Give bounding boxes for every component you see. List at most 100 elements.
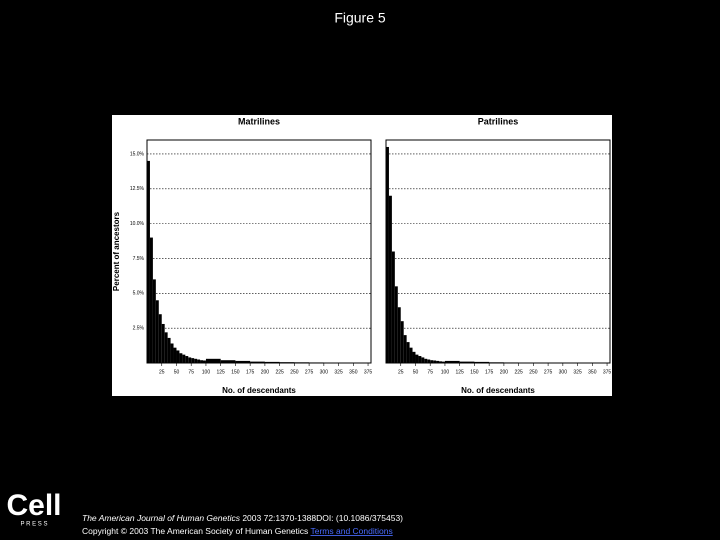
chart-title: Matrilines	[238, 116, 280, 126]
bar	[161, 323, 165, 363]
y-tick-label: 7.5%	[133, 256, 145, 262]
bar	[197, 359, 201, 363]
x-axis-label: No. of descendants	[222, 386, 296, 395]
bar	[147, 160, 150, 363]
bar	[391, 251, 395, 363]
bar	[194, 358, 198, 363]
bar	[164, 332, 168, 363]
x-tick-label: 300	[320, 369, 329, 375]
bar	[459, 361, 475, 363]
x-tick-label: 200	[500, 369, 509, 375]
bar	[188, 357, 192, 363]
bar	[439, 361, 442, 363]
y-tick-label: 5.0%	[133, 291, 145, 297]
x-tick-label: 325	[334, 369, 343, 375]
bar	[182, 354, 186, 363]
x-tick-label: 175	[485, 369, 494, 375]
y-tick-label: 12.5%	[130, 186, 145, 192]
bar	[406, 342, 410, 363]
x-tick-label: 200	[261, 369, 270, 375]
bar	[205, 358, 221, 363]
bar	[220, 360, 236, 363]
x-tick-label: 300	[559, 369, 568, 375]
bar	[309, 362, 324, 363]
copyright: Copyright © 2003 The American Society of…	[82, 526, 308, 536]
x-tick-label: 50	[413, 369, 419, 375]
bar	[430, 360, 434, 363]
bar	[444, 360, 460, 363]
bar	[421, 357, 425, 363]
bar	[412, 351, 416, 363]
bar	[418, 356, 422, 363]
x-tick-label: 350	[588, 369, 597, 375]
bar	[436, 360, 440, 363]
y-tick-label: 15.0%	[130, 151, 145, 157]
x-tick-label: 250	[290, 369, 299, 375]
bar	[386, 146, 389, 363]
chart-title: Patrilines	[478, 116, 519, 126]
x-tick-label: 325	[573, 369, 582, 375]
x-tick-label: 225	[514, 369, 523, 375]
journal: The American Journal of Human Genetics	[82, 513, 241, 523]
copyright-line: Copyright © 2003 The American Society of…	[82, 526, 393, 536]
bar	[433, 360, 437, 363]
bar	[503, 362, 519, 363]
bar	[427, 359, 431, 363]
bar	[424, 358, 428, 363]
slide-title: Figure 5	[334, 10, 386, 26]
bar	[158, 314, 162, 363]
figure-panel	[112, 115, 612, 396]
x-tick-label: 50	[174, 369, 180, 375]
bar	[235, 360, 251, 363]
x-tick-label: 375	[364, 369, 373, 375]
bar	[388, 195, 392, 363]
bar	[415, 354, 419, 363]
bar	[173, 347, 177, 363]
bar	[167, 337, 171, 363]
bar	[185, 356, 189, 363]
bar	[400, 321, 404, 363]
bar	[489, 362, 504, 363]
bar	[155, 300, 159, 363]
x-tick-label: 275	[544, 369, 553, 375]
bar	[179, 353, 183, 363]
x-tick-label: 250	[529, 369, 538, 375]
y-axis-label: Percent of ancestors	[112, 211, 121, 291]
x-tick-label: 75	[427, 369, 433, 375]
bar	[403, 335, 407, 363]
x-tick-label: 125	[217, 369, 226, 375]
x-tick-label: 125	[456, 369, 465, 375]
bar	[294, 362, 310, 363]
x-tick-label: 100	[441, 369, 450, 375]
x-tick-label: 75	[188, 369, 194, 375]
terms-link[interactable]: Terms and Conditions	[311, 526, 393, 536]
bar	[279, 362, 295, 363]
x-tick-label: 150	[231, 369, 240, 375]
bar	[264, 361, 280, 363]
bar	[442, 361, 445, 363]
bar	[474, 361, 490, 363]
bar	[152, 279, 156, 363]
logo: Cell	[6, 489, 61, 522]
x-tick-label: 25	[398, 369, 404, 375]
bar	[191, 358, 195, 363]
x-axis-label: No. of descendants	[461, 386, 535, 395]
bar	[149, 237, 153, 363]
bar	[250, 361, 265, 363]
citation: The American Journal of Human Genetics 2…	[82, 513, 403, 523]
bar	[394, 286, 398, 363]
bar	[397, 307, 401, 363]
x-tick-label: 225	[275, 369, 284, 375]
x-tick-label: 275	[305, 369, 314, 375]
logo-sub: P R E S S	[21, 522, 48, 528]
citation-detail: 2003 72:1370-1388DOI: (10.1086/375453)	[242, 513, 403, 523]
bar	[176, 350, 180, 363]
x-tick-label: 175	[246, 369, 255, 375]
x-tick-label: 350	[349, 369, 358, 375]
x-tick-label: 150	[470, 369, 479, 375]
x-tick-label: 100	[202, 369, 211, 375]
y-tick-label: 10.0%	[130, 221, 145, 227]
